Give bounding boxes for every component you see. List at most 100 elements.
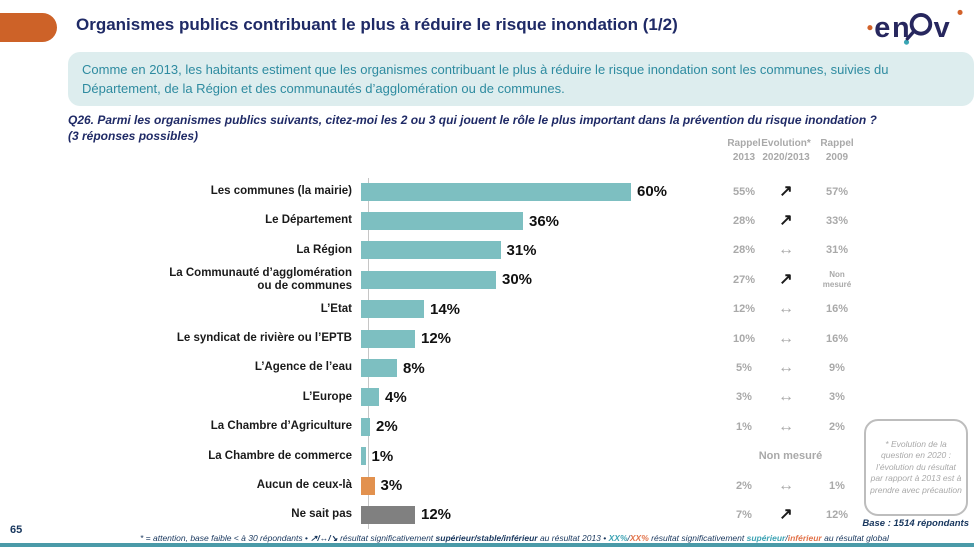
bar-value: 12% (421, 506, 452, 524)
rappel-2009-value: 3% (829, 391, 845, 404)
rappel-2009-value: 1% (829, 479, 845, 492)
chart-row: Les communes (la mairie) 60% 55% ↗ 57% (68, 177, 974, 206)
question-text: Q26. Parmi les organismes publics suivan… (68, 112, 948, 144)
evolution-arrow-icon: ↔ (778, 417, 794, 435)
evolution-arrow-icon: ↔ (778, 359, 794, 377)
rappel-2009-value: 16% (825, 303, 849, 316)
footnote-inf: inférieur (787, 533, 822, 543)
chart-row: La Chambre de commerce 1% Non mesuré (68, 442, 974, 471)
bar (361, 182, 631, 201)
bar (361, 212, 523, 231)
chart-row: La Région 31% 28% ↔ 31% (68, 236, 974, 265)
bar-value: 36% (529, 212, 560, 230)
evolution-arrow-icon: ↗ (779, 270, 793, 288)
category-label: Ne sait pas (291, 508, 352, 521)
footer-band (0, 543, 974, 547)
column-header-evolution: Evolution* 2020/2013 (751, 137, 821, 165)
bar (361, 505, 415, 524)
rappel-2009-value: 2% (829, 420, 845, 433)
footnote-xx-inf: XX% (629, 533, 649, 543)
rappel-2009-value: 9% (829, 362, 845, 375)
evolution-arrow-icon: ↗ (779, 505, 793, 523)
category-label: L’Etat (320, 302, 352, 315)
svg-text:e: e (874, 12, 890, 44)
bar-value: 60% (637, 183, 668, 201)
chart-row: Le syndicat de rivière ou l’EPTB 12% 10%… (68, 324, 974, 353)
question-line2: (3 réponses possibles) (68, 129, 199, 144)
footnote: * = attention, base faible < à 30 répond… (140, 533, 974, 544)
base-respondents: Base : 1514 répondants (862, 518, 969, 529)
bar (361, 388, 379, 407)
evolution-arrow-icon: ↔ (778, 300, 794, 318)
rappel-2013-value: 3% (736, 391, 752, 404)
svg-text:v: v (934, 12, 950, 44)
evolution-arrow-icon: ↔ (778, 329, 794, 347)
rappel-2013-value: 27% (732, 273, 756, 286)
col3-line2: 2009 (825, 152, 849, 163)
footnote-p4: résultat significativement (648, 533, 747, 543)
col3-line1: Rappel (820, 138, 854, 149)
bar-value: 1% (371, 447, 394, 465)
footnote-p2: résultat significativement (337, 533, 436, 543)
evolution-note-box: * Evolution de la question en 2020 : l’é… (864, 419, 968, 516)
evolution-arrow-icon: ↔ (778, 388, 794, 406)
chart-row: La Chambre d’Agriculture 2% 1% ↔ 2% (68, 412, 974, 441)
rappel-2013-value: 12% (732, 303, 756, 316)
column-header-rappel-2009: Rappel 2009 (802, 137, 872, 165)
category-label: L’Europe (302, 390, 352, 403)
bar-value: 31% (506, 241, 537, 259)
col1-line2: 2013 (732, 152, 756, 163)
evolution-arrow-icon: ↔ (778, 241, 794, 259)
bar (361, 417, 370, 436)
page-title: Organismes publics contribuant le plus à… (76, 15, 678, 34)
rappel-2009-value: 57% (825, 185, 849, 198)
question-line1: Q26. Parmi les organismes publics suivan… (68, 113, 877, 127)
bar (361, 300, 424, 319)
bar (361, 447, 366, 466)
footnote-p3: au résultat 2013 • (537, 533, 609, 543)
col1-line1: Rappel (727, 138, 761, 149)
bar-value: 2% (376, 418, 398, 436)
category-label: Le Département (265, 214, 352, 227)
bar-value: 30% (502, 271, 533, 289)
page-number: 65 (10, 524, 23, 536)
footnote-arrow-legend: ↗/↔/↘ (310, 533, 338, 543)
rappel-2013-value: 7% (736, 508, 752, 521)
rappel-2013-value: 1% (736, 420, 752, 433)
chart-row: La Communauté d’agglomération ou de comm… (68, 265, 974, 294)
enov-logo: e n v (867, 9, 963, 45)
chart-row: L’Etat 14% 12% ↔ 16% (68, 295, 974, 324)
footnote-xx-sup: XX% (608, 533, 628, 543)
footnote-p1: * = attention, base faible < à 30 répond… (140, 533, 311, 543)
bar-value: 14% (430, 300, 461, 318)
bar (361, 359, 397, 378)
rappel-2013-value: 28% (732, 244, 756, 257)
bar-value: 4% (385, 388, 407, 406)
rappel-2009-value: 31% (825, 244, 849, 257)
bar-value: 12% (421, 330, 452, 348)
footnote-slash1: / (627, 533, 630, 543)
rappel-2009-value: Non mesuré (822, 270, 852, 289)
chart-row: L’Europe 4% 3% ↔ 3% (68, 383, 974, 412)
rappel-2009-value: 12% (825, 508, 849, 521)
footnote-sup: supérieur (746, 533, 786, 543)
chart-row: Ne sait pas 12% 7% ↗ 12% (68, 500, 974, 529)
summary-callout: Comme en 2013, les habitants estiment qu… (68, 52, 974, 106)
chart-axis-line (368, 178, 369, 529)
summary-text: Comme en 2013, les habitants estiment qu… (82, 62, 889, 96)
accent-pill (0, 13, 57, 42)
bar (361, 270, 496, 289)
category-label: L’Agence de l’eau (254, 361, 352, 374)
bar (361, 241, 501, 260)
col2-line1: Evolution* (761, 138, 811, 149)
rappel-2009-value: 16% (825, 332, 849, 345)
rappel-2013-value: 2% (736, 479, 752, 492)
rappel-2013-value: 28% (732, 215, 756, 228)
svg-text:n: n (892, 12, 910, 44)
footnote-slash2: / (785, 533, 788, 543)
chart-row: Aucun de ceux-là 3% 2% ↔ 1% (68, 471, 974, 500)
evolution-arrow-icon: ↔ (778, 476, 794, 494)
footnote-bold1: supérieur/stable/inférieur (435, 533, 538, 543)
non-mesure-note: Non mesuré (758, 450, 823, 463)
